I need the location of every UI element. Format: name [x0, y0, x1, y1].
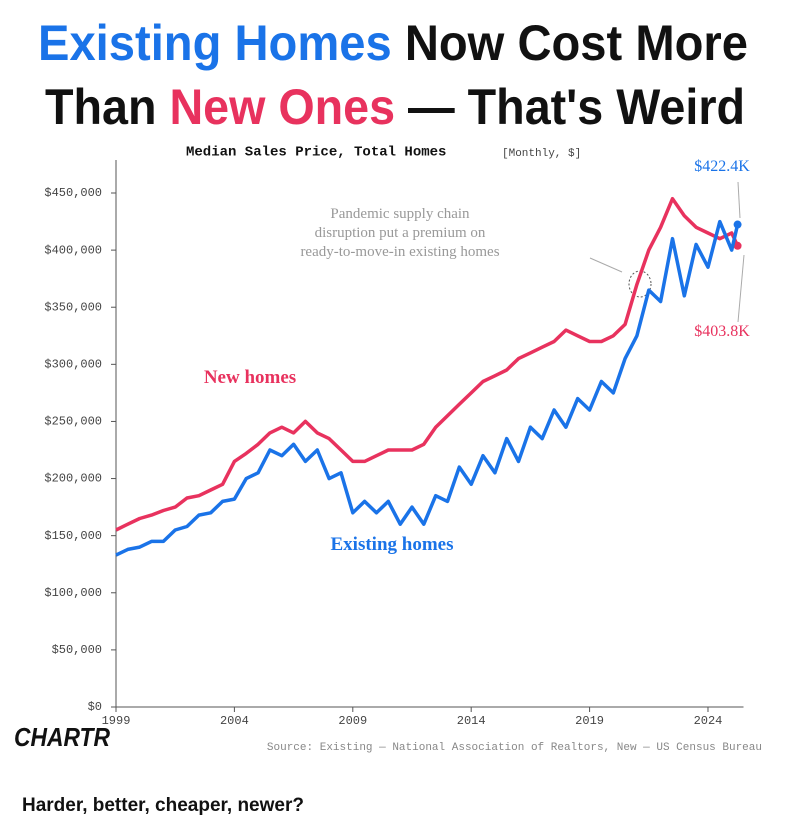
annotation-line: Pandemic supply chain — [330, 206, 470, 222]
subtitle: Median Sales Price, Total Homes — [186, 145, 446, 161]
end-point — [733, 220, 742, 229]
y-tick-label: $0 — [88, 700, 102, 714]
caption: Harder, better, cheaper, newer? — [22, 795, 304, 816]
series-label: Existing homes — [331, 534, 454, 555]
x-tick-label: 2019 — [575, 714, 604, 728]
y-tick-label: $50,000 — [52, 643, 102, 657]
annotation: Pandemic supply chain disruption put a p… — [300, 206, 499, 260]
logo: CHARTR — [14, 722, 110, 752]
y-tick-label: $200,000 — [44, 472, 102, 486]
y-tick-label: $350,000 — [44, 300, 102, 314]
y-tick-label: $400,000 — [44, 243, 102, 257]
y-tick-label: $100,000 — [44, 586, 102, 600]
x-tick-label: 2009 — [338, 714, 367, 728]
x-tick-label: 2004 — [220, 714, 249, 728]
series-line — [115, 196, 740, 532]
source: Source: Existing — National Association … — [267, 742, 762, 754]
x-tick-label: 2014 — [457, 714, 486, 728]
y-tick-label: $300,000 — [44, 358, 102, 372]
subtitle-note: [Monthly, $] — [502, 148, 581, 160]
x-tick-label: 1999 — [102, 714, 131, 728]
label-arrow — [737, 254, 745, 323]
chart-title: Existing Homes Now Cost More — [38, 15, 748, 71]
chart-title: Than New Ones — That's Weird — [45, 79, 745, 135]
label-arrow — [737, 181, 741, 219]
y-tick-label: $150,000 — [44, 529, 102, 543]
value-label: $403.8K — [694, 323, 750, 340]
annotation-line: ready-to-move-in existing homes — [300, 244, 499, 260]
series-line — [115, 219, 740, 557]
series-label: New homes — [204, 367, 296, 388]
x-tick-label: 2024 — [694, 714, 723, 728]
title-part: Than — [45, 79, 169, 135]
end-point — [733, 241, 742, 250]
title-part: Now Cost More — [392, 15, 748, 71]
value-label: $422.4K — [694, 158, 750, 175]
title-part: New Ones — [169, 79, 395, 135]
annotation-arrow — [589, 257, 623, 273]
y-tick-label: $450,000 — [44, 186, 102, 200]
title-part: Existing Homes — [38, 15, 392, 71]
y-tick-label: $250,000 — [44, 415, 102, 429]
title-part: — That's Weird — [395, 79, 745, 135]
annotation-line: disruption put a premium on — [315, 225, 486, 241]
